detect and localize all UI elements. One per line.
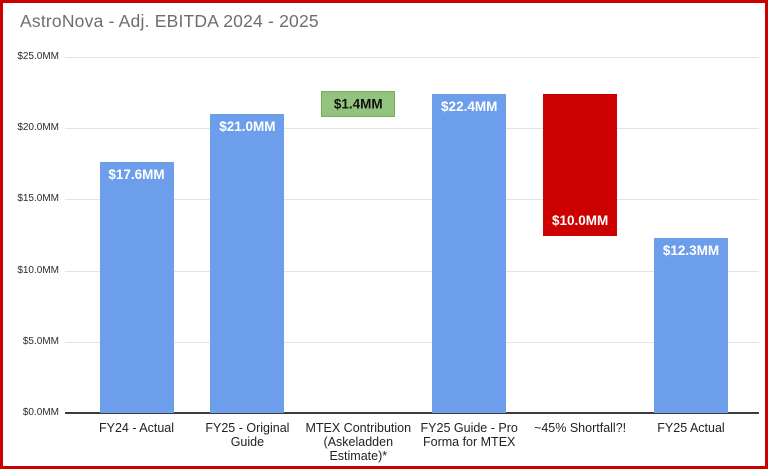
bar-value-label-fy25-original-guide: $21.0MM (219, 118, 276, 134)
xtick-label-mtex-contribution-askeladden-estimate: MTEX Contribution (Askeladden Estimate)* (305, 421, 412, 464)
ytick-label-15-0mm: $15.0MM (17, 193, 59, 205)
ytick-label-25-0mm: $25.0MM (17, 51, 59, 62)
ytick-label-10-0mm: $10.0MM (17, 264, 59, 276)
bar-fy25-original-guide: $21.0MM (210, 113, 285, 413)
gridline (65, 341, 759, 343)
xtick-label-fy24-actual: FY24 - Actual (98, 421, 175, 435)
gridline (65, 270, 759, 272)
x-axis-line (65, 412, 759, 414)
chart-title: AstroNova - Adj. EBITDA 2024 - 2025 (20, 11, 319, 31)
bar-value-label-45-shortfall: $10.0MM (551, 213, 609, 229)
xtick-label-45-shortfall: ~45% Shortfall?! (534, 421, 627, 435)
bar-value-label-fy24-actual: $17.6MM (108, 167, 165, 183)
plot-area: $0.0MM $5.0MM $10.0MM $15.0MM $20.0MM $25.0MM… (3, 3, 765, 466)
ytick-label-20-0mm: $20.0MM (17, 122, 59, 134)
ytick-label-0-0mm: $0.0MM (22, 407, 59, 418)
bar-fy25-guide-pro-forma-for-mtex: $22.4MM (432, 94, 507, 413)
gridline (65, 128, 759, 130)
bar-mtex-contribution-askeladden-estimate: $1.4MM (321, 91, 396, 117)
ytick-label-5-0mm: $5.0MM (22, 335, 59, 347)
bar-value-label-fy25-actual: $12.3MM (662, 242, 720, 258)
xtick-label-fy25-actual: FY25 Actual (657, 421, 725, 435)
bar-value-label-fy25-guide-pro-forma-for-mtex: $22.4MM (441, 99, 498, 115)
xtick-label-fy25-original-guide: FY25 - Original Guide (205, 421, 290, 450)
bar-45-shortfall: $10.0MM (543, 94, 618, 237)
bar-fy25-actual: $12.3MM (654, 237, 728, 413)
gridline (65, 199, 759, 201)
bar-fy24-actual: $17.6MM (99, 162, 174, 413)
xtick-label-fy25-guide-pro-forma-for-mtex: FY25 Guide - Pro Forma for MTEX (420, 421, 518, 450)
gridline (65, 57, 759, 58)
bar-value-label-mtex-contribution-askeladden-estimate: $1.4MM (333, 96, 383, 112)
